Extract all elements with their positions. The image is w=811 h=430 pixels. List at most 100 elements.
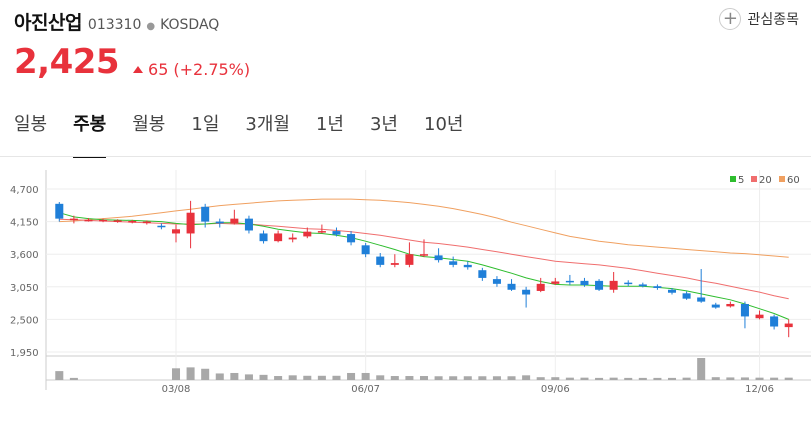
candle-body xyxy=(230,218,239,224)
price-row: 2,425 65 (+2.75%) xyxy=(14,42,250,82)
volume-bar xyxy=(580,377,589,380)
candle-body xyxy=(492,279,501,284)
y-tick-label: 3,050 xyxy=(10,283,39,294)
candle-body xyxy=(580,280,589,286)
x-tick-label: 09/06 xyxy=(541,384,570,395)
candle-body xyxy=(755,314,764,319)
candle-body xyxy=(69,218,78,221)
candle-body xyxy=(624,282,633,285)
candle-body xyxy=(463,264,472,268)
volume-bar xyxy=(551,377,560,380)
volume-bar xyxy=(784,377,793,380)
x-tick-label: 03/08 xyxy=(162,384,191,395)
volume-bar xyxy=(405,376,414,380)
candle-body xyxy=(551,281,560,284)
change-percent: (+2.75%) xyxy=(173,60,251,79)
ma5-line xyxy=(59,212,789,320)
candle-body xyxy=(726,303,735,307)
favorite-label: 관심종목 xyxy=(747,12,799,28)
up-arrow-icon xyxy=(133,66,144,73)
volume-bar xyxy=(201,368,210,380)
volume-bar xyxy=(186,367,195,380)
candle-body xyxy=(142,221,151,224)
volume-bar xyxy=(347,372,356,380)
volume-bar xyxy=(376,375,385,380)
volume-bar xyxy=(740,377,749,380)
favorite-button[interactable]: + 관심종목 xyxy=(719,8,799,30)
ma60-line xyxy=(59,198,789,258)
candle-body xyxy=(215,221,224,224)
y-tick-label: 2,500 xyxy=(10,315,39,326)
volume-bar xyxy=(230,372,239,380)
volume-bar xyxy=(244,374,253,380)
separator-dot: ● xyxy=(146,21,156,32)
tab-4[interactable]: 3개월 xyxy=(245,114,290,135)
volume-bar xyxy=(565,377,574,380)
period-tabs: 일봉 주봉 월봉 1일 3개월 1년 3년 10년 xyxy=(14,110,489,158)
candle-body xyxy=(361,245,370,255)
volume-bar xyxy=(667,377,677,380)
candle-body xyxy=(113,220,122,222)
candle-body xyxy=(186,212,195,234)
candle-body xyxy=(390,263,399,265)
volume-bar xyxy=(522,375,531,380)
volume-bar xyxy=(536,377,545,380)
volume-bar xyxy=(711,377,720,380)
x-tick-label: 06/07 xyxy=(351,384,380,395)
volume-bar xyxy=(259,374,268,380)
candle-body xyxy=(667,289,677,293)
candle-body xyxy=(711,304,720,308)
volume-bar xyxy=(434,376,443,380)
change-value: 65 xyxy=(148,60,169,79)
candle-body xyxy=(434,255,443,261)
candle-body xyxy=(653,286,662,288)
y-tick-label: 4,700 xyxy=(10,185,39,196)
volume-bar xyxy=(478,376,487,380)
tab-1[interactable]: 주봉 xyxy=(73,110,107,158)
volume-bar xyxy=(609,377,618,380)
market-name: KOSDAQ xyxy=(160,17,220,33)
candle-body xyxy=(740,303,749,317)
candle-body xyxy=(770,316,779,327)
tab-0[interactable]: 일봉 xyxy=(14,114,48,135)
tab-3[interactable]: 1일 xyxy=(191,114,220,135)
candle-body xyxy=(478,270,487,278)
y-tick-label: 1,950 xyxy=(10,348,39,359)
candle-body xyxy=(697,297,706,302)
price-change: 65 (+2.75%) xyxy=(133,60,250,79)
candle-body xyxy=(522,289,531,295)
current-price: 2,425 xyxy=(14,42,120,82)
candle-body xyxy=(536,283,545,291)
legend-swatch xyxy=(751,176,757,182)
volume-bar xyxy=(361,372,370,380)
candle-body xyxy=(128,221,137,223)
candle-body xyxy=(347,234,356,243)
tab-7[interactable]: 10년 xyxy=(424,114,464,135)
volume-bar xyxy=(507,376,516,380)
candle-body xyxy=(682,293,691,299)
volume-bar xyxy=(595,377,604,380)
tab-2[interactable]: 월봉 xyxy=(132,114,166,135)
candle-body xyxy=(376,256,385,265)
legend-swatch xyxy=(779,176,785,182)
candle-body xyxy=(201,206,210,222)
tab-6[interactable]: 3년 xyxy=(369,114,398,135)
tab-divider xyxy=(0,156,811,157)
tab-5[interactable]: 1년 xyxy=(315,114,344,135)
volume-bar xyxy=(215,373,224,380)
volume-bar xyxy=(55,371,64,380)
candle-body xyxy=(507,283,516,290)
stock-header: 아진산업 013310 ● KOSDAQ xyxy=(14,8,219,35)
volume-bar xyxy=(274,376,283,380)
volume-bar xyxy=(390,376,399,380)
x-tick-label: 12/06 xyxy=(745,384,774,395)
legend-label: 20 xyxy=(759,175,772,186)
volume-bar xyxy=(624,377,633,380)
volume-bar xyxy=(653,377,662,380)
candle-body xyxy=(317,231,326,233)
y-tick-label: 4,150 xyxy=(10,218,39,229)
volume-bar xyxy=(317,375,326,380)
volume-bar xyxy=(682,377,691,380)
volume-bar xyxy=(638,377,647,380)
